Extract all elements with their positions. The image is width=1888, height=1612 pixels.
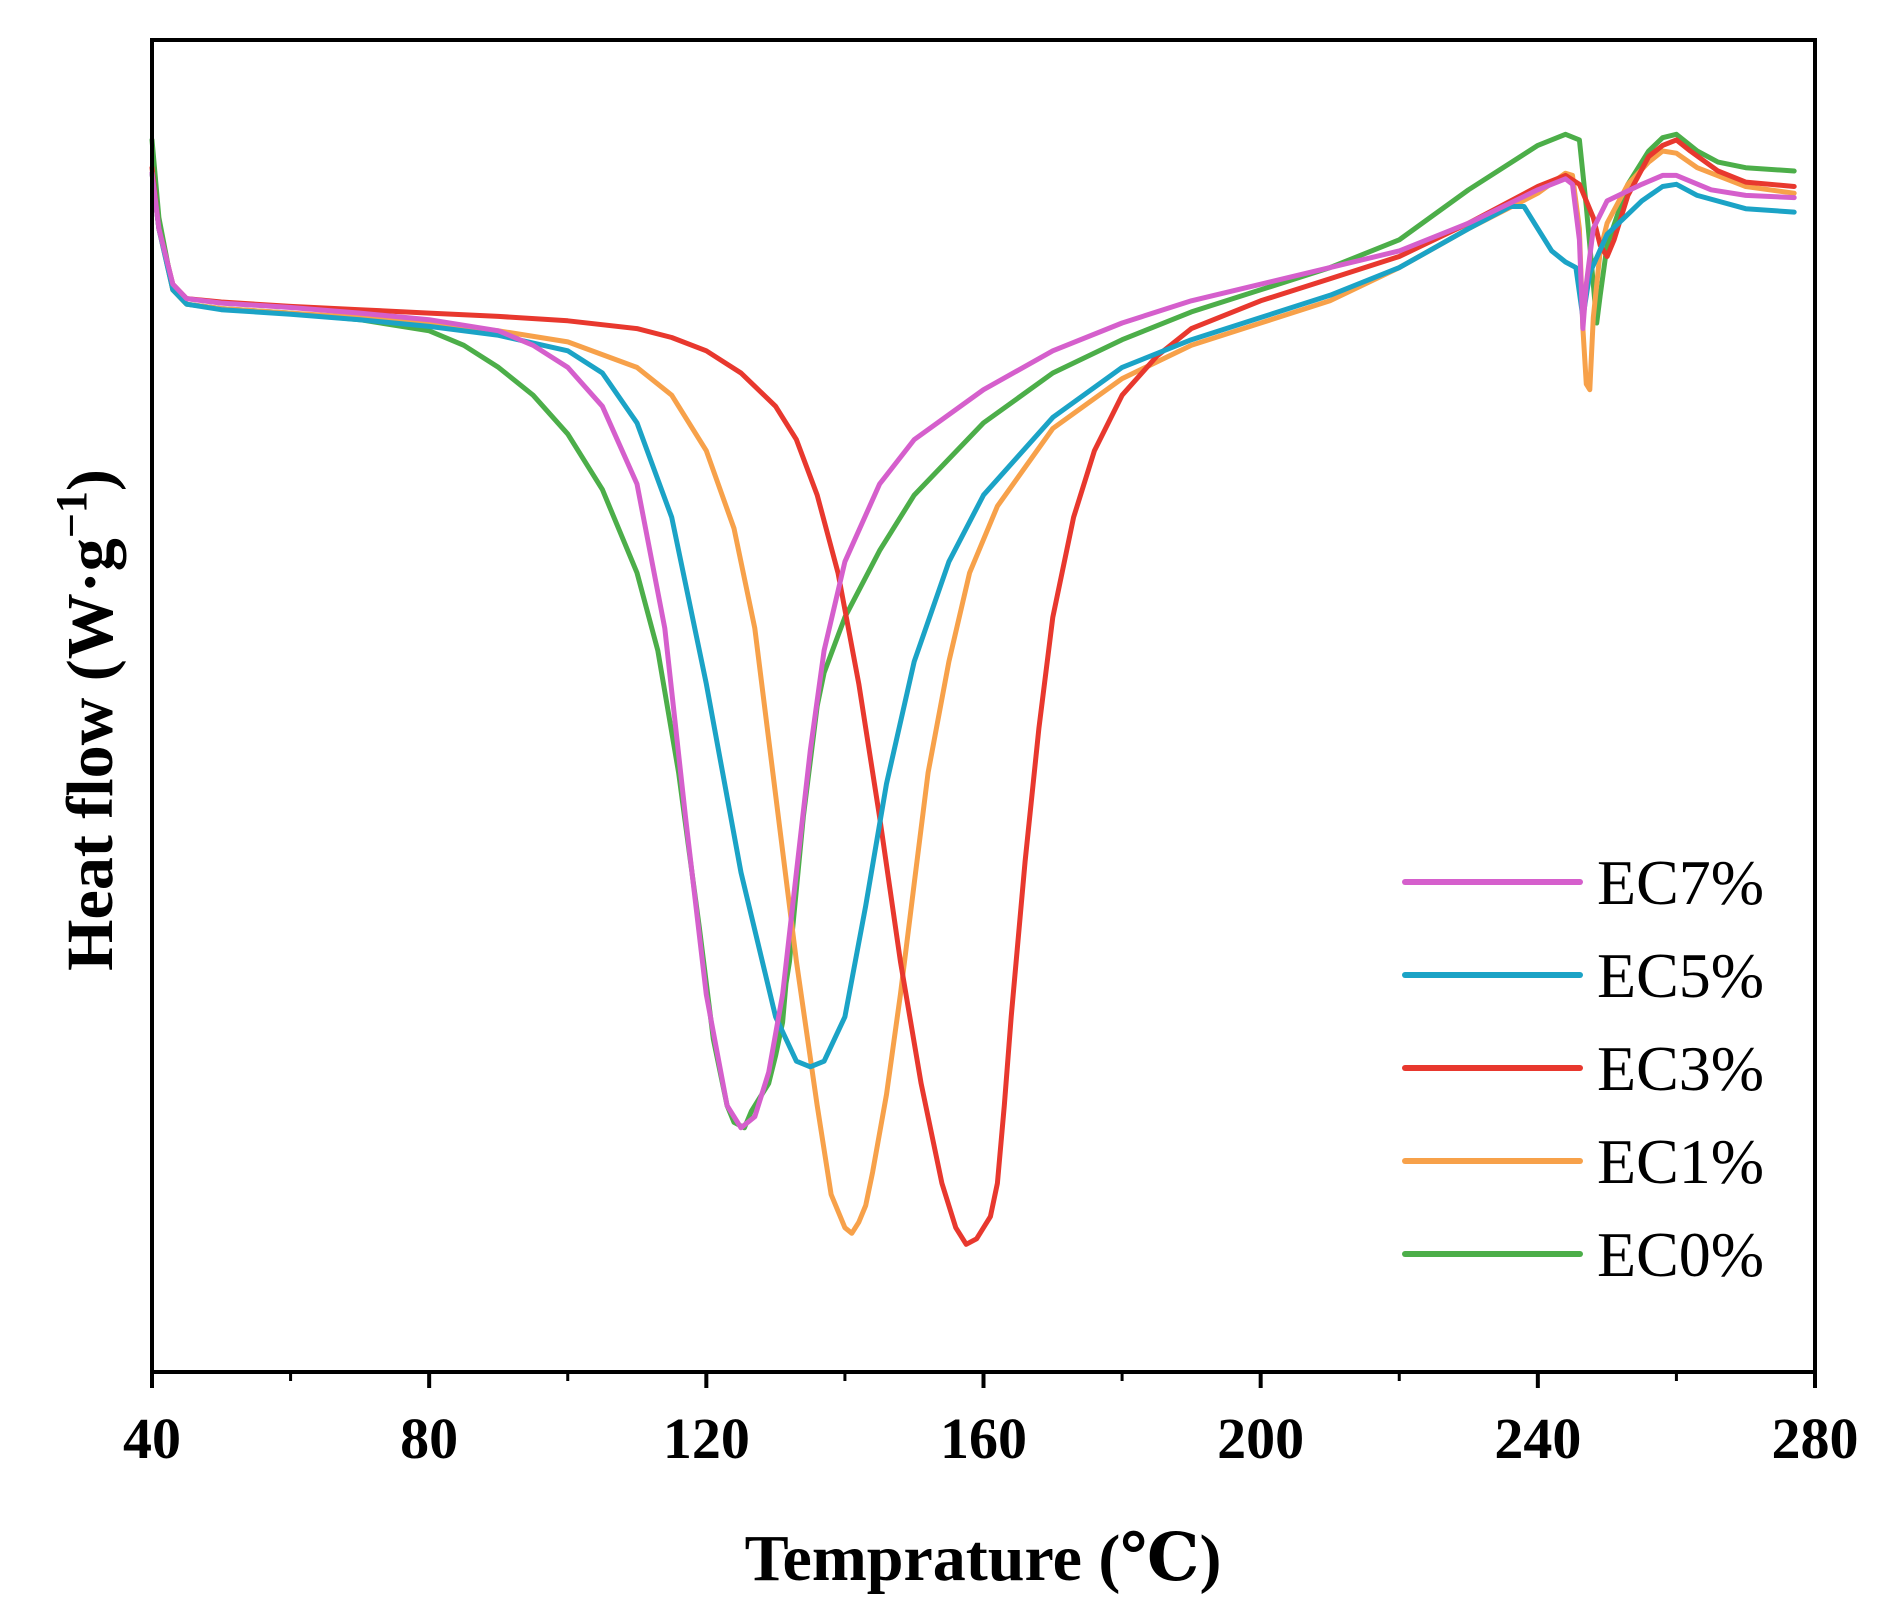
series-line-ec3-pct — [149, 137, 1797, 1247]
x-tick-label: 280 — [1772, 1406, 1859, 1471]
legend: EC7% EC5% EC3% EC1% EC0% — [1402, 847, 1764, 1290]
x-tick-label: 240 — [1494, 1406, 1581, 1471]
x-tick-label: 40 — [123, 1406, 181, 1471]
legend-label: EC0% — [1597, 1219, 1764, 1290]
x-axis-title: Temprature (℃) — [745, 1522, 1222, 1595]
x-tick-label: 200 — [1217, 1406, 1304, 1471]
y-axis-title-exponent: −1 — [47, 491, 96, 538]
y-axis-title-main: Heat flow (W·g — [54, 538, 127, 971]
series-line-ec5-pct — [149, 170, 1797, 1070]
legend-label: EC7% — [1597, 847, 1764, 918]
x-axis-ticks: 40 80 120 160 200 240 280 — [123, 1372, 1859, 1471]
x-tick-label: 120 — [663, 1406, 750, 1471]
series-line-ec1-pct — [149, 148, 1797, 1236]
legend-label: EC1% — [1597, 1126, 1764, 1197]
series-layer — [149, 131, 1797, 1247]
x-tick-label: 80 — [400, 1406, 458, 1471]
x-tick-label: 160 — [940, 1406, 1027, 1471]
series-line-ec0-pct — [149, 131, 1797, 1131]
series-line-ec7-pct — [149, 170, 1797, 1131]
legend-label: EC5% — [1597, 940, 1764, 1011]
y-axis-title: Heat flow (W·g−1) — [47, 469, 127, 971]
y-axis-title-close: ) — [54, 469, 127, 491]
legend-label: EC3% — [1597, 1033, 1764, 1104]
plot-frame — [150, 38, 1817, 1374]
